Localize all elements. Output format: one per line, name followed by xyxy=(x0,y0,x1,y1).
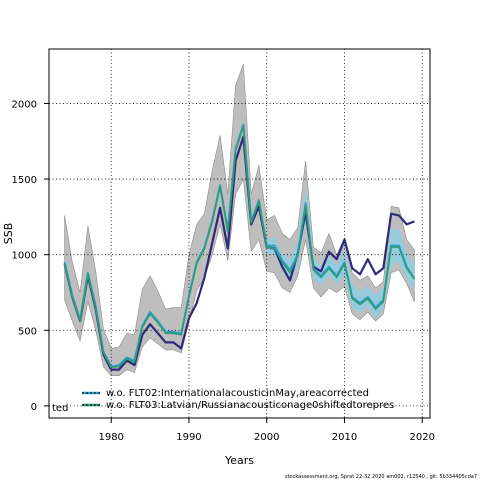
y-tick-label: 2000 xyxy=(12,99,37,110)
y-tick-label: 1000 xyxy=(12,251,37,262)
footer-credit: stockassessment.org, Sprat 22-32 2020 am… xyxy=(285,474,477,480)
x-tick-label: 1980 xyxy=(98,432,123,443)
x-tick-label: 2000 xyxy=(254,432,279,443)
x-axis: 1980 1990 2000 2010 2020 xyxy=(98,418,435,443)
y-tick-label: 500 xyxy=(18,326,37,337)
x-axis-title: Years xyxy=(224,454,254,467)
grid-lines xyxy=(49,49,430,418)
x-tick-label: 1990 xyxy=(176,432,201,443)
y-axis-title: SSB xyxy=(2,223,15,245)
legend-label: w.o. FLT02:InternationalacousticinMay,ar… xyxy=(106,388,369,399)
y-tick-label: 0 xyxy=(31,402,37,413)
x-tick-label: 2020 xyxy=(409,432,434,443)
legend-prefix-text: ted xyxy=(52,403,68,414)
main-ssb-line xyxy=(63,135,415,371)
outer-confidence-band xyxy=(64,63,415,376)
x-tick-label: 2010 xyxy=(332,432,357,443)
series-lines xyxy=(63,123,416,371)
y-axis: 0 500 1000 1500 2000 xyxy=(12,99,49,413)
y-tick-label: 1500 xyxy=(12,175,37,186)
flt03-line xyxy=(63,125,416,369)
legend-label: w.o. FLT03:Latvian/Russianacousticonage0… xyxy=(106,400,394,411)
legend: ted w.o. FLT02:InternationalacousticinMay… xyxy=(52,388,394,414)
plot-frame xyxy=(48,48,431,419)
